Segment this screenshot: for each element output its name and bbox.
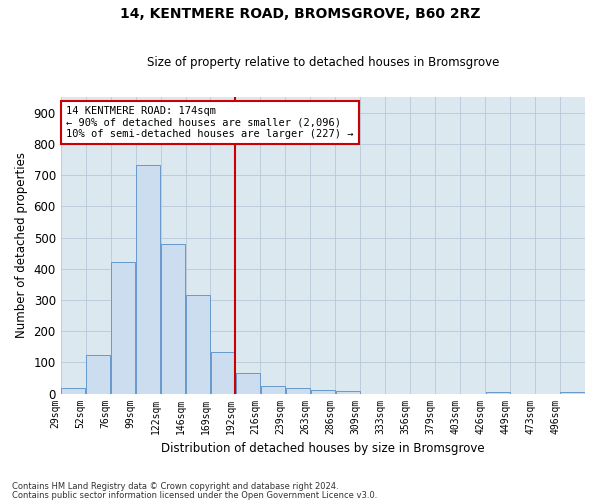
Bar — [161, 244, 185, 394]
Bar — [86, 356, 110, 394]
Bar — [111, 262, 135, 394]
Bar — [335, 391, 360, 394]
Bar — [286, 388, 310, 394]
Bar — [136, 165, 160, 394]
Bar — [560, 392, 584, 394]
Bar — [485, 392, 510, 394]
Bar — [261, 386, 285, 394]
Bar — [211, 352, 235, 394]
Text: Contains HM Land Registry data © Crown copyright and database right 2024.: Contains HM Land Registry data © Crown c… — [12, 482, 338, 491]
Title: Size of property relative to detached houses in Bromsgrove: Size of property relative to detached ho… — [146, 56, 499, 70]
Y-axis label: Number of detached properties: Number of detached properties — [15, 152, 28, 338]
Text: 14, KENTMERE ROAD, BROMSGROVE, B60 2RZ: 14, KENTMERE ROAD, BROMSGROVE, B60 2RZ — [120, 8, 480, 22]
Bar — [186, 295, 210, 394]
Bar — [311, 390, 335, 394]
Text: 14 KENTMERE ROAD: 174sqm
← 90% of detached houses are smaller (2,096)
10% of sem: 14 KENTMERE ROAD: 174sqm ← 90% of detach… — [66, 106, 353, 139]
X-axis label: Distribution of detached houses by size in Bromsgrove: Distribution of detached houses by size … — [161, 442, 485, 455]
Text: Contains public sector information licensed under the Open Government Licence v3: Contains public sector information licen… — [12, 490, 377, 500]
Bar — [236, 374, 260, 394]
Bar — [61, 388, 85, 394]
